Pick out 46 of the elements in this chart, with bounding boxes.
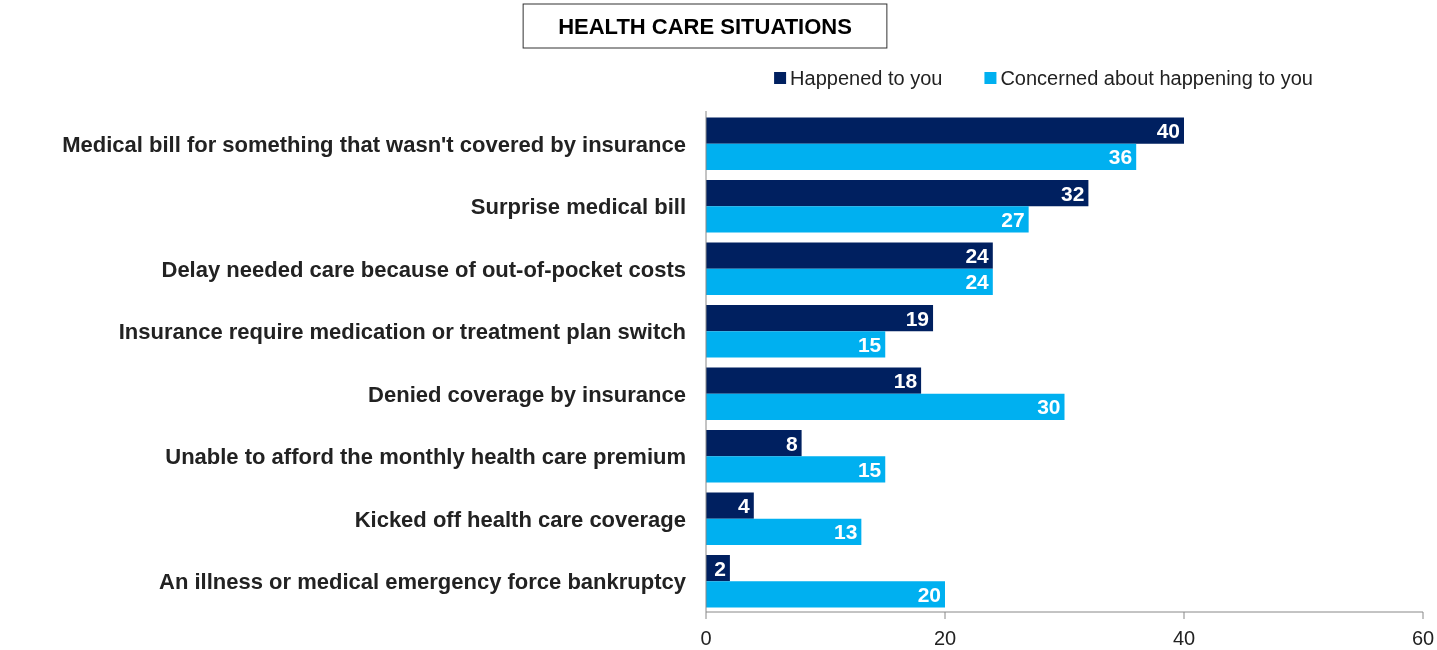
y-tick-label: An illness or medical emergency force bankruptcy xyxy=(159,569,687,595)
x-tick-label: 20 xyxy=(933,627,957,650)
y-tick-label: Kicked off health care coverage xyxy=(354,506,686,532)
bar xyxy=(706,305,934,332)
data-label: 19 xyxy=(905,306,930,330)
bar xyxy=(706,492,754,519)
data-label: 40 xyxy=(1156,119,1180,143)
bar xyxy=(706,430,802,457)
data-label: 15 xyxy=(857,457,882,481)
x-tick-label: 40 xyxy=(1172,627,1196,650)
legend-label: Happened to you xyxy=(790,67,943,90)
bar xyxy=(706,367,922,394)
data-label: 24 xyxy=(965,270,990,294)
x-tick-label: 60 xyxy=(1411,627,1435,650)
bar xyxy=(706,180,1089,207)
x-tick-label: 0 xyxy=(700,627,712,650)
y-tick-label: Denied coverage by insurance xyxy=(368,381,686,407)
data-label: 24 xyxy=(965,244,990,268)
y-tick-label: Surprise medical bill xyxy=(470,194,686,220)
y-tick-label: Medical bill for something that wasn't covered by insurance xyxy=(62,131,686,157)
y-tick-label: Insurance require medication or treatment plan switch xyxy=(118,319,686,345)
bar xyxy=(706,581,945,608)
bar xyxy=(706,456,886,483)
data-label: 27 xyxy=(1001,207,1025,231)
bar xyxy=(706,143,1137,170)
data-label: 18 xyxy=(893,369,918,393)
bar xyxy=(706,117,1184,144)
data-label: 30 xyxy=(1037,395,1061,419)
y-tick-label: Unable to afford the monthly health care premium xyxy=(165,444,686,470)
chart-title: HEALTH CARE SITUATIONS xyxy=(558,13,852,39)
bar xyxy=(706,268,993,295)
legend-label: Concerned about happening to you xyxy=(1000,67,1313,90)
bar xyxy=(706,393,1065,420)
data-label: 4 xyxy=(738,494,751,518)
y-tick-label: Delay needed care because of out-of-pocket costs xyxy=(161,256,686,282)
data-label: 13 xyxy=(833,520,858,544)
data-label: 32 xyxy=(1061,181,1085,205)
bar xyxy=(706,242,993,269)
data-label: 2 xyxy=(714,556,726,580)
data-label: 8 xyxy=(785,431,798,455)
data-label: 20 xyxy=(917,582,941,606)
bar xyxy=(706,206,1029,233)
bar xyxy=(706,518,862,545)
data-label: 36 xyxy=(1108,145,1133,169)
bar xyxy=(706,331,886,358)
data-label: 15 xyxy=(857,332,882,356)
